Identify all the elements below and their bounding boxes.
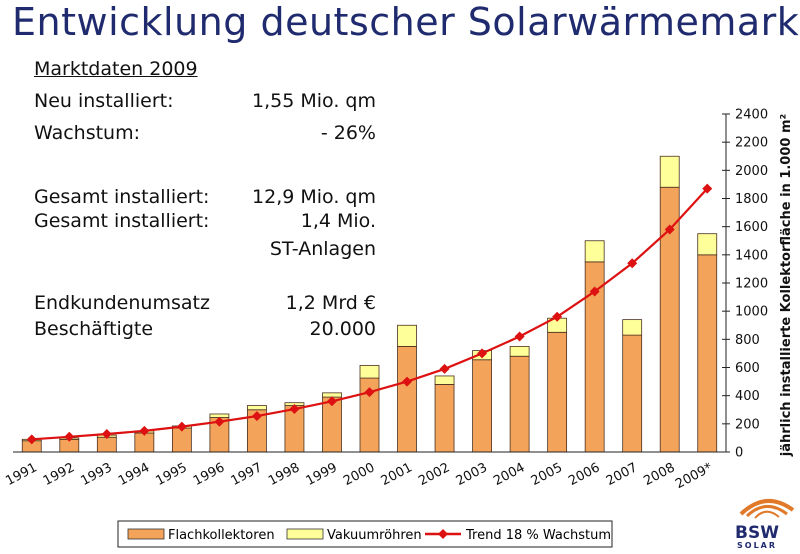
x-tick-label-2005: 2005 bbox=[529, 460, 565, 489]
trend-point-2000 bbox=[364, 387, 375, 398]
trend-point-2007 bbox=[627, 258, 638, 269]
x-tick-label-1991: 1991 bbox=[3, 460, 39, 489]
info-label-new: Neu installiert: bbox=[34, 90, 174, 112]
x-tick-label-1996: 1996 bbox=[191, 460, 227, 489]
svg-text:BSW: BSW bbox=[735, 523, 779, 543]
x-tick-label-2009*: 2009* bbox=[673, 460, 715, 492]
bar-vakuum-2002 bbox=[434, 375, 455, 385]
y-tick-label-1600: 1600 bbox=[735, 220, 768, 235]
trend-point-2009* bbox=[702, 183, 713, 194]
x-tick-label-1999: 1999 bbox=[304, 460, 340, 489]
legend-marker-trend bbox=[438, 529, 448, 539]
info-label-growth: Wachstum: bbox=[34, 122, 141, 144]
info-value-revenue: 1,2 Mrd € bbox=[285, 292, 376, 314]
y-tick-label-800: 800 bbox=[735, 333, 760, 348]
bar-vakuum-1997 bbox=[247, 405, 267, 411]
x-tick-label-2006: 2006 bbox=[566, 460, 602, 489]
y-tick-label-2400: 2400 bbox=[735, 108, 768, 123]
y-tick-label-1400: 1400 bbox=[735, 248, 768, 263]
trend-point-2005 bbox=[552, 311, 563, 322]
x-tick-label-2007: 2007 bbox=[604, 460, 640, 489]
legend-swatch-vakuum bbox=[286, 528, 324, 540]
bar-flach-2005 bbox=[547, 331, 568, 453]
x-tick-label-2002: 2002 bbox=[416, 460, 452, 489]
y-tick-label-0: 0 bbox=[735, 446, 743, 461]
trend-point-2006 bbox=[589, 286, 600, 297]
info-label-total-systems: Gesamt installiert: bbox=[34, 210, 210, 232]
trend-point-1992 bbox=[64, 431, 75, 442]
x-tick-label-2004: 2004 bbox=[491, 460, 527, 489]
info-heading: Marktdaten 2009 bbox=[34, 58, 198, 80]
trend-point-2004 bbox=[514, 331, 525, 342]
legend-label-vakuum: Vakuumröhren bbox=[327, 528, 422, 543]
trend-point-1991 bbox=[26, 434, 37, 445]
trend-point-2002 bbox=[439, 363, 450, 374]
info-value-growth: - 26% bbox=[320, 122, 376, 144]
info-value-employees: 20.000 bbox=[309, 318, 376, 340]
x-tick-label-1994: 1994 bbox=[116, 460, 152, 489]
trend-point-1995 bbox=[176, 421, 187, 432]
bar-vakuum-2007 bbox=[622, 319, 643, 336]
bar-flach-2007 bbox=[622, 334, 643, 453]
bar-vakuum-2001 bbox=[397, 324, 417, 347]
bar-flach-2001 bbox=[397, 345, 417, 453]
x-tick-label-1995: 1995 bbox=[153, 460, 189, 489]
trend-point-1999 bbox=[326, 396, 337, 407]
trend-point-2008 bbox=[664, 224, 675, 235]
bar-vakuum-2009* bbox=[697, 233, 718, 256]
trend-point-1998 bbox=[289, 404, 300, 415]
bar-vakuum-2004 bbox=[509, 345, 530, 357]
bar-flach-2002 bbox=[434, 383, 455, 453]
y-tick-label-2200: 2200 bbox=[735, 136, 768, 151]
legend: Flachkollektoren Vakuumröhren Trend 18 %… bbox=[117, 520, 613, 548]
trend-point-1993 bbox=[101, 428, 112, 439]
bar-flach-2004 bbox=[509, 355, 530, 453]
y-axis-label: jährlich installierte Kollektorfläche in… bbox=[779, 114, 794, 457]
info-label-total-area: Gesamt installiert: bbox=[34, 186, 210, 208]
y-tick-label-600: 600 bbox=[735, 361, 760, 376]
trend-point-1997 bbox=[251, 411, 262, 422]
info-label-employees: Beschäftigte bbox=[34, 318, 154, 340]
y-tick-label-1200: 1200 bbox=[735, 277, 768, 292]
x-tick-label-2008: 2008 bbox=[641, 460, 677, 489]
bar-flach-1993 bbox=[96, 436, 117, 453]
info-label-revenue: Endkundenumsatz bbox=[34, 292, 210, 314]
bar-vakuum-2008 bbox=[659, 155, 680, 188]
trend-point-1994 bbox=[139, 425, 150, 436]
bar-vakuum-2000 bbox=[359, 364, 380, 379]
info-value-total-systems: 1,4 Mio. bbox=[300, 210, 376, 232]
legend-label-flach: Flachkollektoren bbox=[168, 528, 275, 543]
x-axis: 1991 1992 1993 1994 1995 1996 1997 1998 1999 2000… bbox=[3, 451, 726, 492]
x-tick-label-1993: 1993 bbox=[78, 460, 114, 489]
y-tick-label-1000: 1000 bbox=[735, 305, 768, 320]
bar-flach-2009* bbox=[697, 254, 718, 453]
trend-point-1996 bbox=[214, 416, 225, 427]
x-tick-label-2000: 2000 bbox=[341, 460, 377, 489]
y-axis: 0 200 400 600 800 1000 1200 1400 1600 1800 2000 220… bbox=[722, 108, 768, 461]
x-tick-label-2003: 2003 bbox=[454, 460, 490, 489]
y-tick-label-200: 200 bbox=[735, 417, 760, 432]
legend-label-trend: Trend 18 % Wachstum bbox=[465, 528, 611, 543]
y-tick-label-2000: 2000 bbox=[735, 164, 768, 179]
y-tick-label-1800: 1800 bbox=[735, 192, 768, 207]
legend-swatch-flach bbox=[127, 528, 165, 540]
bsw-logo: BSW SOLAR bbox=[733, 492, 799, 550]
trend-layer bbox=[26, 183, 713, 445]
info-value-new: 1,55 Mio. qm bbox=[252, 90, 376, 112]
bar-vakuum-2006 bbox=[584, 240, 605, 263]
trend-point-2003 bbox=[477, 348, 488, 359]
trend-point-2001 bbox=[402, 376, 413, 387]
svg-text:SOLAR: SOLAR bbox=[737, 541, 777, 550]
x-tick-label-2001: 2001 bbox=[379, 460, 415, 489]
bar-flach-2003 bbox=[472, 359, 492, 453]
info-value-total-area: 12,9 Mio. qm bbox=[252, 186, 376, 208]
x-tick-label-1998: 1998 bbox=[266, 460, 302, 489]
x-tick-label-1997: 1997 bbox=[229, 460, 265, 489]
x-tick-label-1992: 1992 bbox=[41, 460, 77, 489]
y-tick-label-400: 400 bbox=[735, 389, 760, 404]
bars-layer bbox=[21, 155, 718, 453]
page-title: Entwicklung deutscher Solarwärmemarkt bbox=[12, 0, 800, 44]
info-value-systems-unit: ST-Anlagen bbox=[269, 238, 376, 260]
